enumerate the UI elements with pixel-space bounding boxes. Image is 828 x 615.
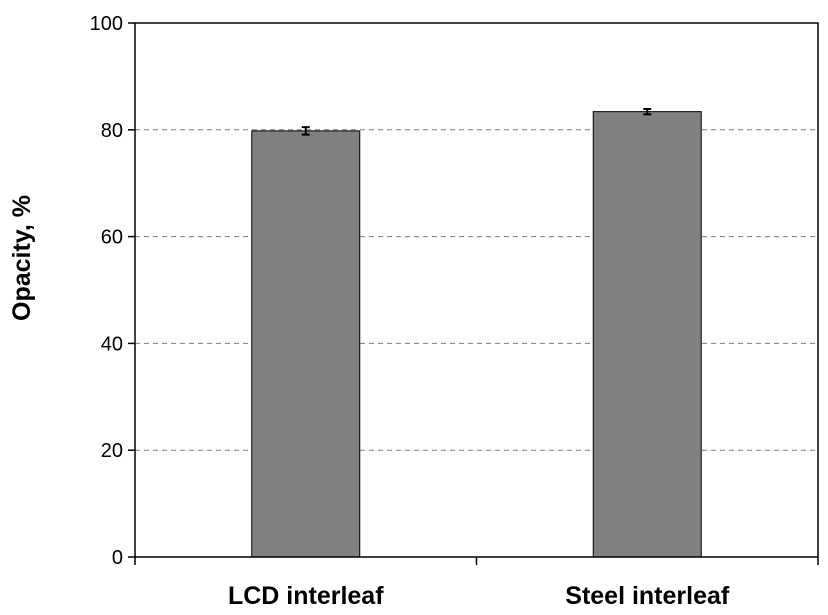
- y-axis-label: Opacity, %: [8, 195, 36, 321]
- bar-1: [592, 111, 702, 558]
- axes: [128, 22, 819, 565]
- plot-frame: [134, 22, 819, 558]
- y-tick-label-0: 0: [112, 547, 123, 569]
- y-tick-label-20: 20: [101, 440, 123, 462]
- bar-0: [251, 130, 361, 558]
- y-tick-label-40: 40: [101, 333, 123, 355]
- x-category-label-0: LCD interleaf: [228, 582, 384, 610]
- y-tick-label-60: 60: [101, 227, 123, 249]
- x-category-labels: LCD interleaf Steel interleaf: [228, 582, 730, 610]
- x-category-label-1: Steel interleaf: [565, 582, 730, 610]
- y-tick-labels: 0 20 40 60 80 100: [90, 13, 123, 569]
- bars: [251, 111, 702, 558]
- y-tick-label-100: 100: [90, 13, 123, 35]
- gridlines: [135, 129, 818, 451]
- y-tick-label-80: 80: [101, 120, 123, 142]
- error-bars: [301, 107, 652, 136]
